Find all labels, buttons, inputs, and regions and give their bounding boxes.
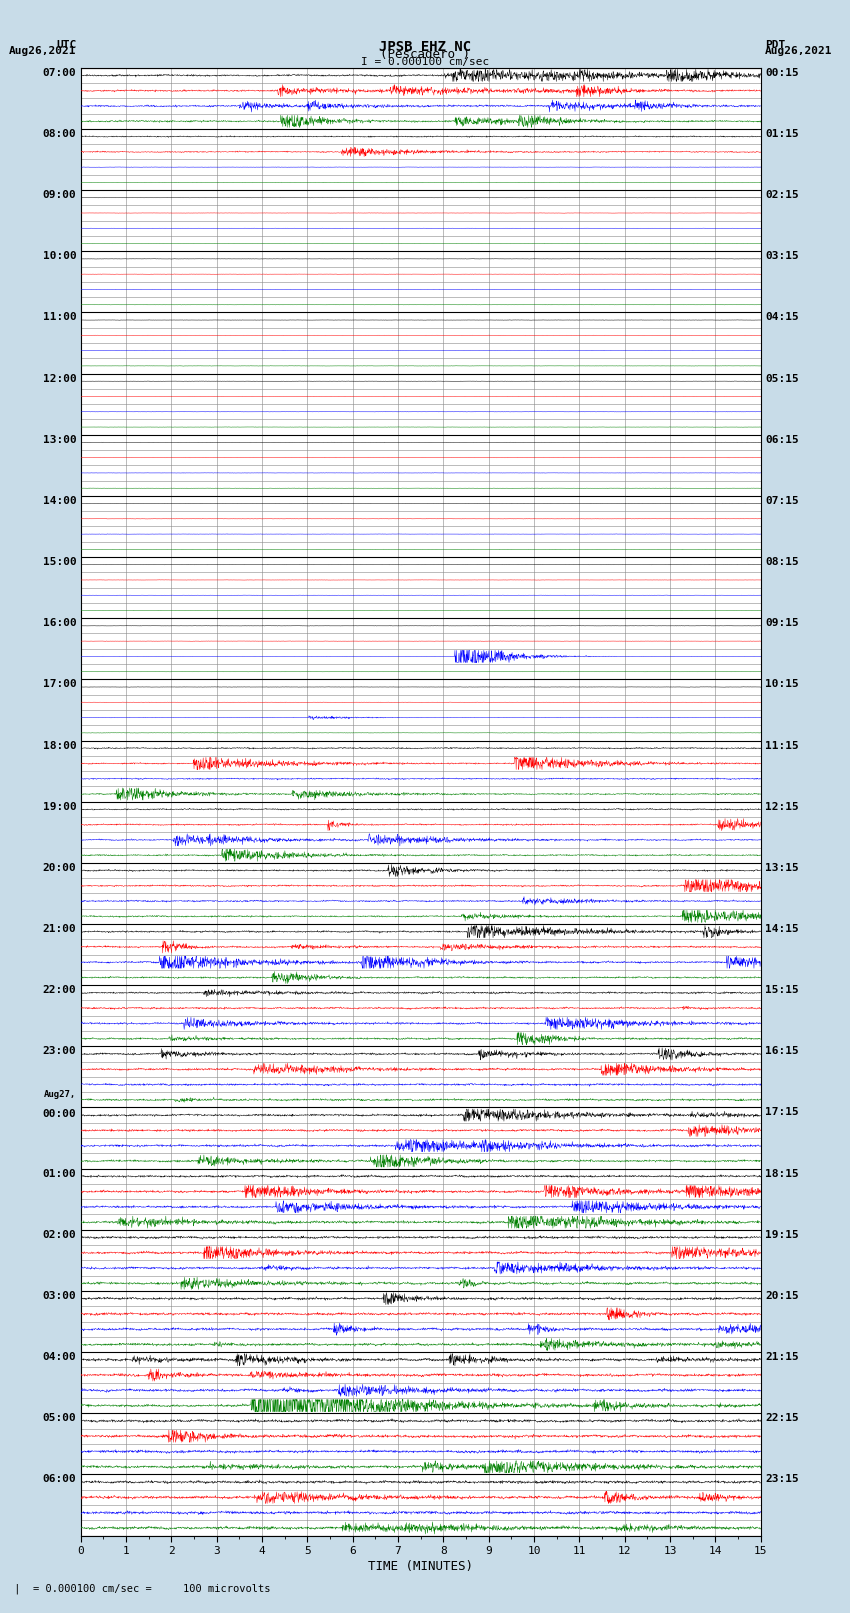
- Text: 05:15: 05:15: [765, 374, 799, 384]
- Text: 15:00: 15:00: [42, 556, 76, 568]
- Text: 02:00: 02:00: [42, 1229, 76, 1240]
- Text: 09:00: 09:00: [42, 190, 76, 200]
- Text: 06:15: 06:15: [765, 436, 799, 445]
- Text: 13:00: 13:00: [42, 436, 76, 445]
- Text: 07:00: 07:00: [42, 68, 76, 77]
- Text: 19:00: 19:00: [42, 802, 76, 811]
- Text: 23:00: 23:00: [42, 1047, 76, 1057]
- Text: 22:15: 22:15: [765, 1413, 799, 1423]
- Text: 08:15: 08:15: [765, 556, 799, 568]
- Text: 15:15: 15:15: [765, 986, 799, 995]
- Text: PDT: PDT: [765, 39, 785, 50]
- Text: 03:00: 03:00: [42, 1290, 76, 1302]
- Text: 18:15: 18:15: [765, 1168, 799, 1179]
- Text: 21:15: 21:15: [765, 1352, 799, 1361]
- Text: 04:00: 04:00: [42, 1352, 76, 1361]
- Text: 02:15: 02:15: [765, 190, 799, 200]
- Text: 08:00: 08:00: [42, 129, 76, 139]
- Text: 16:15: 16:15: [765, 1047, 799, 1057]
- Text: 09:15: 09:15: [765, 618, 799, 627]
- Text: 11:15: 11:15: [765, 740, 799, 750]
- Text: 23:15: 23:15: [765, 1474, 799, 1484]
- Text: 12:00: 12:00: [42, 374, 76, 384]
- Text: 19:15: 19:15: [765, 1229, 799, 1240]
- Text: 22:00: 22:00: [42, 986, 76, 995]
- Text: 10:15: 10:15: [765, 679, 799, 689]
- Text: 06:00: 06:00: [42, 1474, 76, 1484]
- Text: 17:15: 17:15: [765, 1108, 799, 1118]
- Text: Aug27,: Aug27,: [44, 1090, 76, 1100]
- Text: 01:00: 01:00: [42, 1168, 76, 1179]
- Text: Aug26,2021: Aug26,2021: [765, 45, 832, 56]
- Text: 01:15: 01:15: [765, 129, 799, 139]
- Text: 18:00: 18:00: [42, 740, 76, 750]
- Text: 16:00: 16:00: [42, 618, 76, 627]
- Text: 13:15: 13:15: [765, 863, 799, 873]
- Text: 00:00: 00:00: [42, 1110, 76, 1119]
- Text: 17:00: 17:00: [42, 679, 76, 689]
- Text: (Pescadero ): (Pescadero ): [380, 48, 470, 61]
- Text: 14:15: 14:15: [765, 924, 799, 934]
- Text: 20:15: 20:15: [765, 1290, 799, 1302]
- Text: UTC: UTC: [56, 39, 76, 50]
- Text: 14:00: 14:00: [42, 495, 76, 506]
- Text: I = 0.000100 cm/sec: I = 0.000100 cm/sec: [361, 58, 489, 68]
- Text: |  = 0.000100 cm/sec =     100 microvolts: | = 0.000100 cm/sec = 100 microvolts: [8, 1582, 271, 1594]
- Text: 12:15: 12:15: [765, 802, 799, 811]
- Text: 04:15: 04:15: [765, 313, 799, 323]
- Text: 10:00: 10:00: [42, 252, 76, 261]
- Text: 20:00: 20:00: [42, 863, 76, 873]
- Text: Aug26,2021: Aug26,2021: [9, 45, 76, 56]
- Text: 21:00: 21:00: [42, 924, 76, 934]
- Text: 03:15: 03:15: [765, 252, 799, 261]
- X-axis label: TIME (MINUTES): TIME (MINUTES): [368, 1560, 473, 1573]
- Text: 07:15: 07:15: [765, 495, 799, 506]
- Text: 00:15: 00:15: [765, 68, 799, 77]
- Text: 11:00: 11:00: [42, 313, 76, 323]
- Text: JPSB EHZ NC: JPSB EHZ NC: [379, 39, 471, 53]
- Text: 05:00: 05:00: [42, 1413, 76, 1423]
